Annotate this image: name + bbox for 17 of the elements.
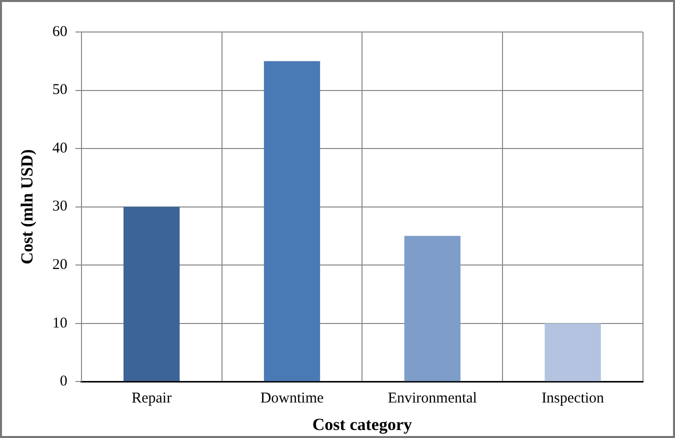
x-tick-label: Environmental [388,390,477,407]
bar [124,206,180,382]
y-axis-title: Cost (mln USD) [18,149,37,264]
y-tick-label: 30 [52,198,68,215]
bar [404,236,460,382]
bar [264,61,320,382]
y-tick-label: 0 [60,374,68,390]
y-tick-label: 10 [52,315,68,332]
bar [544,323,601,382]
y-tick-label: 50 [52,82,68,98]
y-tick-label: 20 [52,257,68,274]
y-tick-label: 40 [52,140,68,156]
x-tick-label: Inspection [542,390,605,407]
x-tick-label: Repair [132,390,172,407]
x-tick-label: Downtime [260,390,324,407]
x-axis-title: Cost category [312,415,412,434]
y-tick-label: 60 [52,24,68,40]
